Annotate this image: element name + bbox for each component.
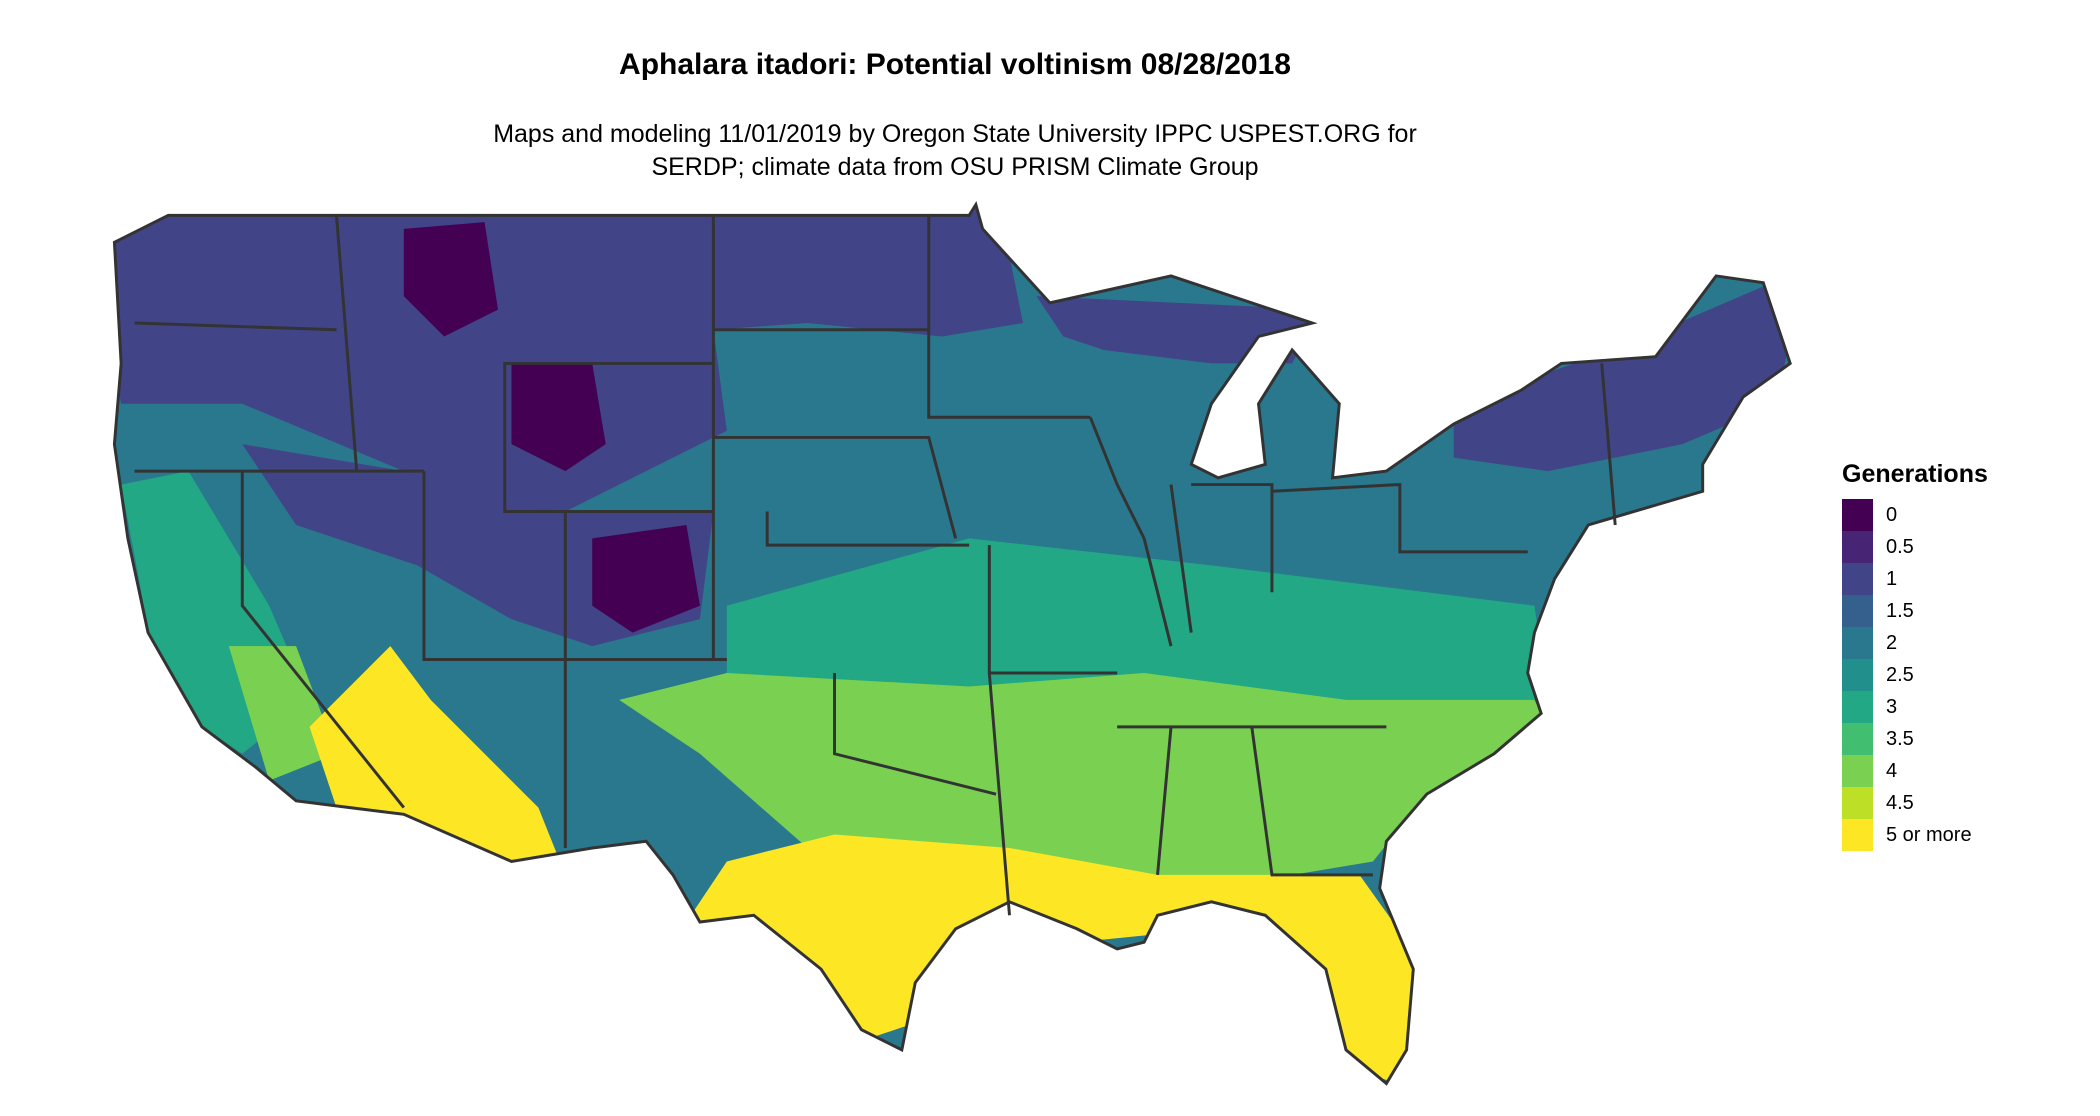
map-title: Aphalara itadori: Potential voltinism 08… (619, 48, 1291, 81)
zone-1-north (114, 204, 1023, 512)
legend-item: 2.5 (1842, 659, 1988, 691)
legend-swatch (1842, 499, 1873, 531)
zone-0-montana (403, 222, 499, 337)
legend-item: 4.5 (1842, 787, 1988, 819)
legend-item: 2 (1842, 627, 1988, 659)
climate-raster (114, 204, 1791, 1084)
zone-0-rockies (511, 363, 606, 472)
legend-item: 4 (1842, 755, 1988, 787)
zone-1-newengland (1453, 269, 1791, 472)
legend-item: 5 or more (1842, 819, 1988, 851)
legend-label: 3 (1886, 695, 1898, 718)
zone-5-gulf (672, 834, 1427, 1084)
legend-label: 4.5 (1886, 791, 1914, 814)
subtitle-line-1: Maps and modeling 11/01/2019 by Oregon S… (493, 120, 1417, 148)
map-subtitle: Maps and modeling 11/01/2019 by Oregon S… (0, 118, 1910, 184)
zone-1-northeast (1036, 296, 1320, 364)
legend-item: 1 (1842, 563, 1988, 595)
legend-item: 1.5 (1842, 595, 1988, 627)
legend-label: 1.5 (1886, 599, 1914, 622)
border-lines (134, 215, 1617, 916)
legend-swatch (1842, 563, 1873, 595)
legend-label: 0.5 (1886, 535, 1914, 558)
zone-4-california (228, 646, 337, 781)
legend-label: 5 or more (1886, 823, 1972, 846)
legend-swatch (1842, 755, 1873, 787)
legend: Generations 0 0.5 1 1.5 2 2.5 3 3.5 4 4.5 5 or mor… (1842, 460, 1988, 851)
legend-swatch (1842, 595, 1873, 627)
legend-swatch (1842, 819, 1873, 851)
legend-label: 3.5 (1886, 727, 1914, 750)
legend-title: Generations (1842, 460, 1988, 488)
legend-label: 2 (1886, 631, 1898, 654)
subtitle-line-2: SERDP; climate data from OSU PRISM Clima… (651, 153, 1259, 181)
state-borders (112, 203, 1792, 1086)
legend-swatch (1842, 787, 1873, 819)
legend-item: 3 (1842, 691, 1988, 723)
legend-swatch (1842, 723, 1873, 755)
legend-item: 3.5 (1842, 723, 1988, 755)
legend-item: 0 (1842, 499, 1988, 531)
zone-0-colorado (592, 524, 700, 633)
legend-label: 2.5 (1886, 663, 1914, 686)
legend-label: 1 (1886, 567, 1898, 590)
legend-swatch (1842, 659, 1873, 691)
legend-swatch (1842, 627, 1873, 659)
legend-label: 4 (1886, 759, 1898, 782)
legend-swatch (1842, 531, 1873, 563)
legend-swatch (1842, 691, 1873, 723)
legend-label: 0 (1886, 503, 1898, 526)
zone-3-middle (726, 538, 1548, 700)
legend-item: 0.5 (1842, 531, 1988, 563)
